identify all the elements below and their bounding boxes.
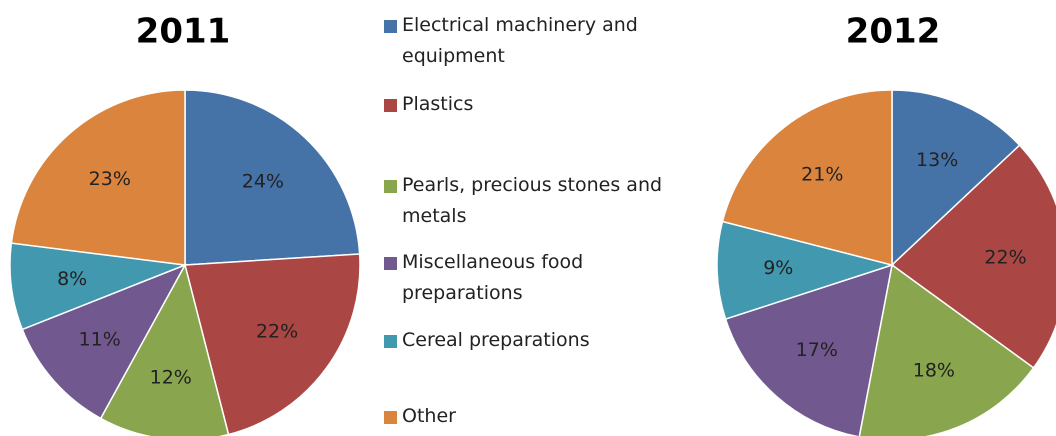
legend-item: Cereal preparations [384,325,684,356]
pie-slice [724,263,893,436]
slice-label: 21% [801,164,843,186]
legend-label: Electrical machinery and equipment [402,14,638,67]
slice-label: 8% [57,268,87,290]
legend-swatch [384,335,397,348]
pie-slice [890,144,1056,369]
legend-swatch [384,411,397,424]
legend-swatch [384,257,397,270]
slice-label: 13% [916,149,958,171]
pie-slice [716,220,895,321]
legend-item: Plastics [384,89,684,120]
chart-title: 2011 [136,12,231,52]
pie-slice [721,89,893,266]
pie-slice [891,89,1021,267]
pie-slice [99,262,230,436]
legend-swatch [384,20,397,33]
pie-slice [858,263,1035,436]
legend-item: Other [384,401,684,432]
legend-item: Miscellaneous food preparations [384,247,684,309]
legend-swatch [384,99,397,112]
pie-slice [184,253,361,436]
slice-label: 9% [763,257,793,279]
legend-item: Pearls, precious stones and metals [384,170,684,232]
legend-label: Other [402,405,456,427]
slice-label: 17% [796,339,838,361]
pie-slice [10,89,186,266]
chart-title: 2012 [846,12,941,52]
slice-label: 12% [150,366,192,388]
legend: Electrical machinery and equipment Plasti… [384,0,684,436]
legend-item: Electrical machinery and equipment [384,10,684,72]
legend-swatch [384,180,397,193]
slice-label: 24% [242,171,284,193]
legend-label: Cereal preparations [402,329,590,351]
slice-label: 11% [79,329,121,351]
slice-label: 22% [256,320,298,342]
pie-slice [21,263,187,420]
slice-label: 23% [89,168,131,190]
legend-label: Plastics [402,93,474,115]
legend-label: Miscellaneous food preparations [402,251,584,304]
slice-label: 18% [913,359,955,381]
slice-label: 22% [984,246,1026,268]
legend-label: Pearls, precious stones and metals [402,174,663,227]
pie-slice [184,89,361,266]
